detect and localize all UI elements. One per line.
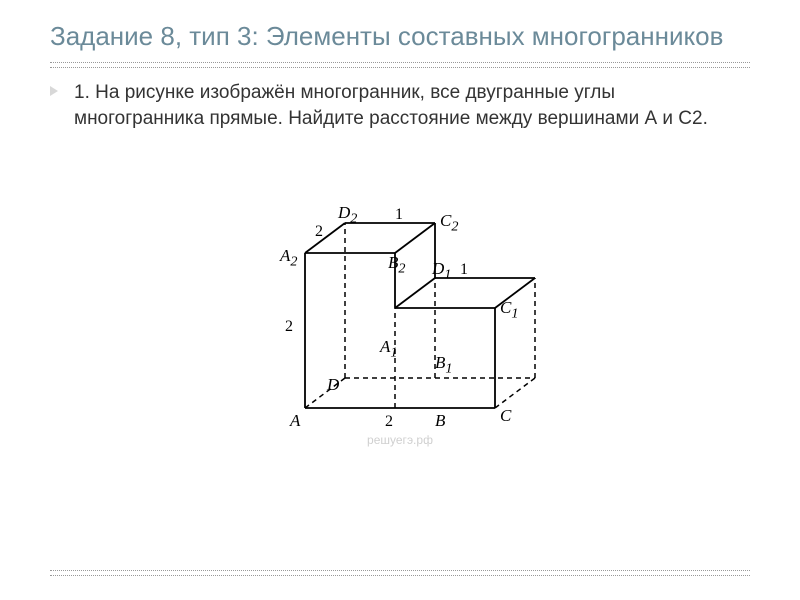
- slide-title: Задание 8, тип 3: Элементы составных мно…: [50, 20, 750, 54]
- bottom-dividers: [50, 566, 750, 580]
- dim-label: 2: [315, 223, 323, 241]
- vertex-label-A1: A1: [380, 337, 397, 361]
- vertex-label-C: C: [500, 406, 511, 426]
- vertex-label-D: D: [327, 375, 339, 395]
- problem-body: На рисунке изображён многогранник, все д…: [74, 82, 708, 130]
- vertex-label-D2: D2: [338, 203, 357, 227]
- problem-text-block: 1. На рисунке изображён многогранник, вс…: [50, 80, 750, 133]
- divider: [50, 575, 750, 576]
- vertex-label-A2: A2: [280, 246, 297, 270]
- vertex-label-B1: B1: [435, 353, 452, 377]
- dim-label: 1: [460, 261, 468, 279]
- divider: [50, 62, 750, 63]
- divider: [50, 570, 750, 571]
- vertex-label-B2: B2: [388, 253, 405, 277]
- watermark: решуегэ.рф: [50, 433, 750, 447]
- vertex-label-C2: C2: [440, 211, 458, 235]
- divider: [50, 67, 750, 68]
- vertex-label-A: A: [290, 411, 300, 431]
- dim-label: 1: [395, 206, 403, 224]
- vertex-label-D1: D1: [432, 259, 451, 283]
- bullet-icon: [50, 86, 58, 96]
- polyhedron-figure: A B C D A1 B1 C1 D1 A2 B2 C2 D2 2 2 2 1 …: [260, 153, 540, 433]
- polyhedron-svg: [260, 153, 540, 433]
- vertex-label-B: B: [435, 411, 445, 431]
- dim-label: 2: [385, 413, 393, 431]
- figure-container: A B C D A1 B1 C1 D1 A2 B2 C2 D2 2 2 2 1 …: [50, 153, 750, 433]
- problem-number: 1.: [74, 82, 90, 103]
- dim-label: 2: [285, 318, 293, 336]
- vertex-label-C1: C1: [500, 298, 518, 322]
